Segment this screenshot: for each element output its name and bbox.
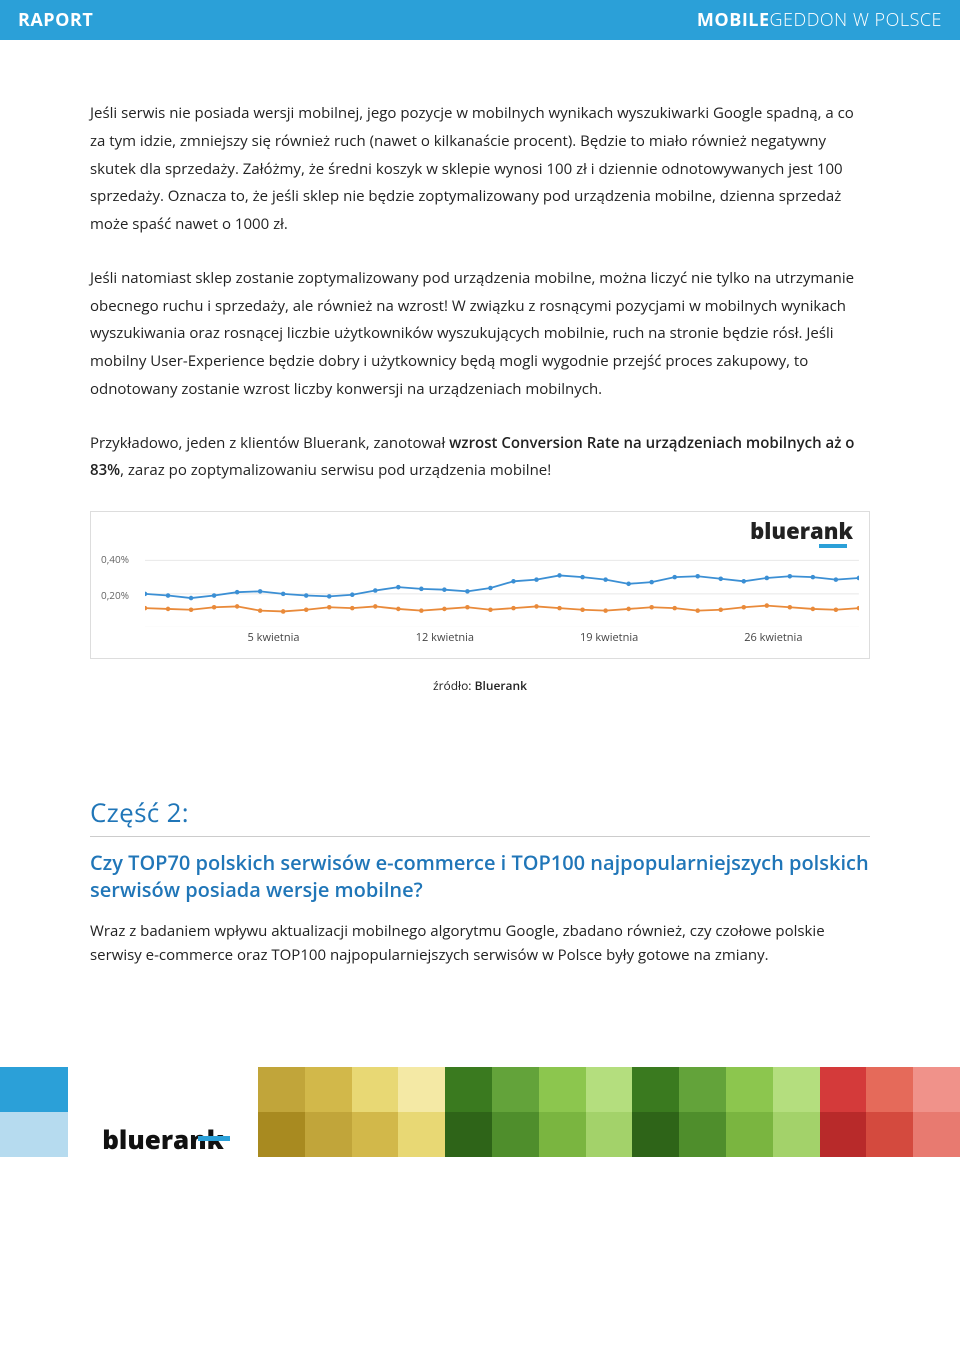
footer-square <box>305 1067 352 1112</box>
footer-square <box>773 1112 820 1157</box>
chart-xlabel: 19 kwietnia <box>580 630 638 645</box>
footer-left-squares <box>0 1067 68 1157</box>
paragraph-3: Przykładowo, jeden z klientów Bluerank, … <box>90 430 870 486</box>
footer-square <box>632 1112 679 1157</box>
chart-ylabel: 0,20% <box>101 588 129 602</box>
chart-xlabel: 5 kwietnia <box>248 630 300 645</box>
footer-square <box>352 1067 399 1112</box>
footer-square <box>398 1112 445 1157</box>
header-right-light: GEDDON W POLSCE <box>770 8 942 32</box>
chart-wrap: bluerank 0,40% 0,20% 5 kwietnia 12 kwietni… <box>90 511 870 659</box>
footer-square <box>679 1112 726 1157</box>
footer-square <box>539 1112 586 1157</box>
footer-square <box>866 1067 913 1112</box>
content: Jeśli serwis nie posiada wersji mobilnej… <box>0 40 960 724</box>
p3-lead: Przykładowo, jeden z klientów Bluerank, … <box>90 433 449 453</box>
chart-area: 0,40% 0,20% 5 kwietnia 12 kwietnia 19 kwiet… <box>101 552 859 648</box>
footer-sq-top <box>0 1067 68 1112</box>
footer-square <box>398 1067 445 1112</box>
chart-ylabel: 0,40% <box>101 552 129 566</box>
source-label: źródło: <box>433 677 475 694</box>
footer-square <box>679 1067 726 1112</box>
section-2: Część 2: Czy TOP70 polskich serwisów e-c… <box>90 794 870 967</box>
footer-square <box>586 1112 633 1157</box>
header-bar: RAPORT MOBILEGEDDON W POLSCE <box>0 0 960 40</box>
footer-square <box>352 1112 399 1157</box>
footer-color-grid <box>258 1067 960 1157</box>
footer-square <box>492 1067 539 1112</box>
footer-square <box>492 1112 539 1157</box>
header-right: MOBILEGEDDON W POLSCE <box>697 8 942 32</box>
chart-xlabels: 5 kwietnia 12 kwietnia 19 kwietnia 26 kwiet… <box>145 630 859 648</box>
footer-square <box>539 1067 586 1112</box>
header-right-bold: MOBILE <box>697 8 770 32</box>
source-bold: Bluerank <box>475 677 527 694</box>
footer-square <box>866 1112 913 1157</box>
section2-title: Czy TOP70 polskich serwisów e-commerce i… <box>90 849 870 903</box>
footer-logo: bluerank <box>68 1121 258 1157</box>
footer-square <box>773 1067 820 1112</box>
section2-body: Wraz z badaniem wpływu aktualizacji mobi… <box>90 919 870 967</box>
section2-part: Część 2: <box>90 794 870 837</box>
footer-square <box>445 1067 492 1112</box>
paragraph-1: Jeśli serwis nie posiada wersji mobilnej… <box>90 100 870 239</box>
footer-square <box>258 1112 305 1157</box>
footer-square <box>726 1067 773 1112</box>
footer-square <box>258 1067 305 1112</box>
footer-square <box>913 1112 960 1157</box>
chart-logo: bluerank <box>101 516 859 548</box>
footer-sq-bot <box>0 1112 68 1157</box>
footer-square <box>632 1067 679 1112</box>
chart-source: źródło: Bluerank <box>90 677 870 694</box>
footer-square <box>305 1112 352 1157</box>
footer-square <box>726 1112 773 1157</box>
footer: bluerank <box>0 1067 960 1157</box>
footer-square <box>913 1067 960 1112</box>
paragraph-2: Jeśli natomiast sklep zostanie zoptymali… <box>90 265 870 404</box>
footer-square <box>820 1112 867 1157</box>
p3-tail: , zaraz po zoptymalizowaniu serwisu pod … <box>120 460 551 480</box>
footer-square <box>586 1067 633 1112</box>
chart-xlabel: 26 kwietnia <box>744 630 802 645</box>
header-left: RAPORT <box>18 8 93 32</box>
chart-xlabel: 12 kwietnia <box>416 630 474 645</box>
footer-square <box>820 1067 867 1112</box>
chart-svg <box>145 552 859 627</box>
footer-square <box>445 1112 492 1157</box>
